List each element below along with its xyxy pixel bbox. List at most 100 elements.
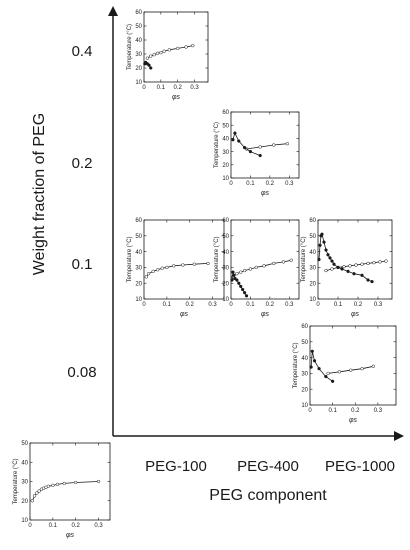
data-point: [191, 43, 195, 48]
subplot-y-label: Temperature (°C): [214, 236, 220, 282]
y-tick-label: 60: [222, 218, 229, 224]
data-point: [231, 270, 235, 274]
subplot-panels: 10 20 30 40 50 60 0 0.1 0.2 0.3 Temperature (°C) φs…: [13, 10, 397, 539]
x-tick-label: 0.1: [334, 302, 343, 308]
y-tick-label: 20: [135, 66, 142, 72]
y-tick-label: 10: [135, 80, 142, 86]
subplot-peg400-w0.1: 10 20 30 40 50 60 0 0.1 0.2 0.3 Temperature (°C) φs: [214, 218, 300, 318]
x-tick-label: 0.3: [208, 302, 217, 308]
data-point: [151, 269, 155, 274]
y-tick-label: 60: [135, 218, 142, 224]
data-point: [237, 139, 241, 143]
data-point: [360, 273, 364, 277]
data-point: [317, 257, 321, 262]
x-tick-label: 0.3: [374, 302, 383, 308]
x-tick-label: 0.3: [94, 523, 103, 529]
series-open: [324, 259, 388, 273]
y-tick-label: 30: [21, 480, 28, 486]
data-point: [328, 256, 332, 260]
data-point: [342, 264, 346, 269]
data-point: [248, 149, 253, 154]
data-point: [176, 46, 180, 51]
data-point: [336, 265, 340, 270]
data-point: [146, 272, 151, 276]
series-open: [144, 261, 210, 279]
data-point: [242, 145, 247, 150]
subplot-x-label: φs: [261, 190, 270, 197]
data-point: [244, 294, 249, 298]
x-tick-label: 0.2: [186, 302, 195, 308]
x-tick-label: 0: [229, 181, 233, 187]
data-point: [32, 494, 37, 498]
subplot-extra-bottom-left: 10 20 30 40 50 0 0.1 0.2 0.3 Temperature (°C) φs: [13, 441, 111, 539]
data-point: [310, 349, 314, 353]
x-tick-label: 0: [142, 85, 146, 91]
data-point: [354, 263, 358, 267]
data-point: [62, 481, 66, 486]
y-tick-label: 60: [222, 110, 229, 116]
y-tick-label: 40: [222, 137, 229, 143]
x-tick-label: 0.1: [163, 302, 172, 308]
subplot-y-label: Temperature (°C): [293, 342, 299, 388]
data-point: [332, 262, 336, 266]
subplot-y-label: Temperature (°C): [301, 236, 307, 282]
data-point: [366, 278, 370, 282]
y-tick-label: 40: [309, 250, 316, 256]
y-tick-label: 40: [301, 356, 308, 362]
subplot-x-label: φs: [261, 311, 270, 318]
data-point: [159, 50, 163, 55]
subplot-frame: [143, 219, 225, 300]
subplot-peg400-w0.2: 10 20 30 40 50 60 0 0.1 0.2 0.3 Temperature (°C) φs: [214, 110, 300, 197]
y-tick-label: 40: [21, 460, 28, 466]
x-tick-label: 0.2: [72, 523, 81, 529]
data-point: [272, 261, 276, 266]
data-point: [317, 367, 321, 371]
data-point: [360, 367, 364, 371]
data-point: [326, 371, 330, 376]
data-point: [206, 261, 210, 266]
data-point: [281, 260, 286, 264]
data-point: [330, 379, 335, 383]
data-point: [235, 272, 239, 276]
x-tick-label: 0.2: [266, 181, 275, 187]
data-point: [337, 370, 342, 374]
series-open: [145, 43, 195, 60]
data-point: [340, 267, 344, 271]
subplot-x-label: φs: [351, 311, 360, 318]
y-tick-label: 20: [222, 163, 229, 169]
fit-curve: [232, 259, 292, 278]
data-point: [46, 484, 50, 488]
subplot-x-label: φs: [349, 417, 358, 424]
data-point: [192, 262, 196, 266]
data-point: [322, 240, 326, 244]
y-tick-label: 10: [135, 297, 142, 303]
series-open: [30, 479, 101, 503]
y-tick-label: 30: [309, 266, 316, 272]
data-point: [346, 269, 350, 274]
x-tick-label: 0.1: [49, 523, 58, 529]
y-tick-label: 60: [301, 324, 308, 330]
y-tick-label: 10: [21, 518, 28, 524]
data-point: [258, 153, 262, 158]
data-point: [156, 268, 160, 272]
y-tick-label: 20: [21, 499, 28, 505]
series-open: [231, 258, 293, 279]
data-point: [320, 232, 324, 236]
subplot-x-label: φs: [66, 532, 75, 539]
column-label-peg-1000: PEG-1000: [325, 458, 395, 475]
data-point: [232, 273, 236, 277]
y-tick-label: 50: [135, 24, 142, 30]
column-label-peg-100: PEG-100: [145, 458, 207, 475]
y-tick-label: 10: [222, 297, 229, 303]
data-point: [181, 263, 185, 267]
subplot-y-label: Temperature (°C): [127, 24, 133, 70]
row-label-0.2: 0.2: [72, 155, 93, 172]
data-point: [152, 53, 156, 57]
y-tick-label: 30: [222, 266, 229, 272]
y-tick-label: 10: [309, 297, 316, 303]
data-point: [230, 278, 234, 282]
data-point: [96, 479, 101, 484]
x-tick-label: 0.3: [374, 408, 383, 414]
y-tick-label: 50: [135, 234, 142, 240]
y-tick-label: 10: [301, 403, 308, 409]
